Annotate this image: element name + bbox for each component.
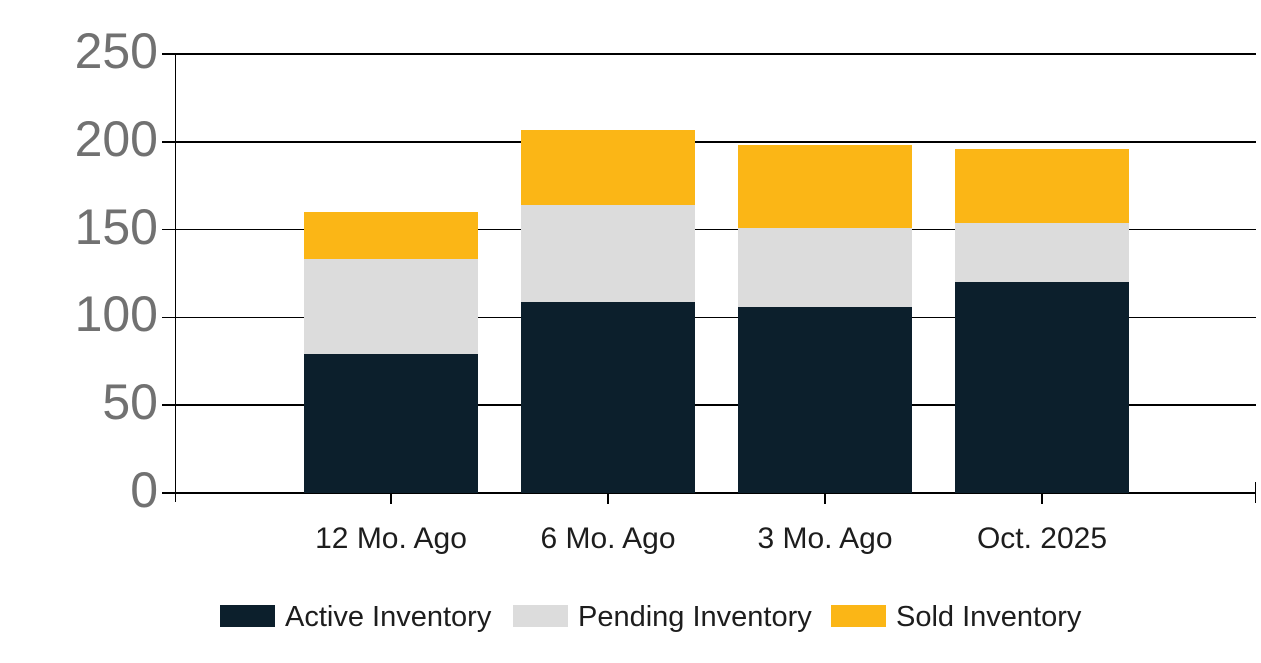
y-tick-50 bbox=[162, 404, 176, 406]
bar-segment-active-inventory-6-mo-ago bbox=[521, 301, 695, 493]
x-tick-oct-2025 bbox=[1041, 493, 1043, 504]
y-tick-label-200: 200 bbox=[74, 110, 158, 167]
legend-swatch-sold-inventory bbox=[831, 605, 886, 627]
y-tick-100 bbox=[162, 316, 176, 319]
y-axis-line bbox=[174, 54, 176, 502]
legend-label-active-inventory: Active Inventory bbox=[285, 601, 492, 633]
legend-label-pending-inventory: Pending Inventory bbox=[578, 601, 812, 633]
gridline-250 bbox=[176, 53, 1256, 55]
y-tick-200 bbox=[162, 141, 176, 143]
bar-segment-sold-inventory-12-mo-ago bbox=[304, 212, 478, 260]
bar-segment-active-inventory-12-mo-ago bbox=[304, 354, 478, 493]
y-tick-label-100: 100 bbox=[74, 286, 158, 343]
x-axis-baseline bbox=[176, 492, 1256, 494]
bar-segment-sold-inventory-oct-2025 bbox=[955, 148, 1129, 223]
gridline-100 bbox=[176, 316, 1256, 319]
bar-segment-sold-inventory-6-mo-ago bbox=[521, 129, 695, 205]
y-tick-label-0: 0 bbox=[130, 462, 158, 518]
bar-segment-pending-inventory-6-mo-ago bbox=[521, 205, 695, 302]
legend-label-sold-inventory: Sold Inventory bbox=[896, 601, 1082, 633]
x-tick-label-oct-2025: Oct. 2025 bbox=[976, 522, 1108, 555]
gridline-150 bbox=[176, 228, 1256, 231]
bar-segment-active-inventory-3-mo-ago bbox=[738, 306, 912, 493]
y-tick-0 bbox=[162, 492, 176, 494]
y-tick-label-50: 50 bbox=[102, 374, 158, 431]
bar-segment-sold-inventory-3-mo-ago bbox=[738, 145, 912, 228]
y-tick-250 bbox=[162, 53, 176, 55]
x-tick-3-mo-ago bbox=[824, 493, 826, 504]
y-tick-label-150: 150 bbox=[74, 198, 158, 255]
bar-segment-pending-inventory-3-mo-ago bbox=[738, 227, 912, 307]
x-tick-12-mo-ago bbox=[390, 493, 392, 504]
gridline-50 bbox=[176, 404, 1256, 406]
x-tick-6-mo-ago bbox=[607, 493, 609, 504]
gridline-200 bbox=[176, 141, 1256, 143]
x-tick-label-3-mo-ago: 3 Mo. Ago bbox=[757, 522, 893, 555]
x-tick-label-6-mo-ago: 6 Mo. Ago bbox=[540, 522, 676, 555]
y-tick-150 bbox=[162, 228, 176, 231]
bar-segment-active-inventory-oct-2025 bbox=[955, 282, 1129, 493]
bar-segment-pending-inventory-oct-2025 bbox=[955, 222, 1129, 283]
legend-swatch-active-inventory bbox=[220, 605, 275, 627]
x-axis-right-end-tick bbox=[1254, 482, 1256, 503]
y-tick-label-250: 250 bbox=[74, 23, 158, 79]
bar-segment-pending-inventory-12-mo-ago bbox=[304, 259, 478, 355]
legend-swatch-pending-inventory bbox=[513, 605, 568, 627]
x-tick-label-12-mo-ago: 12 Mo. Ago bbox=[315, 522, 467, 555]
